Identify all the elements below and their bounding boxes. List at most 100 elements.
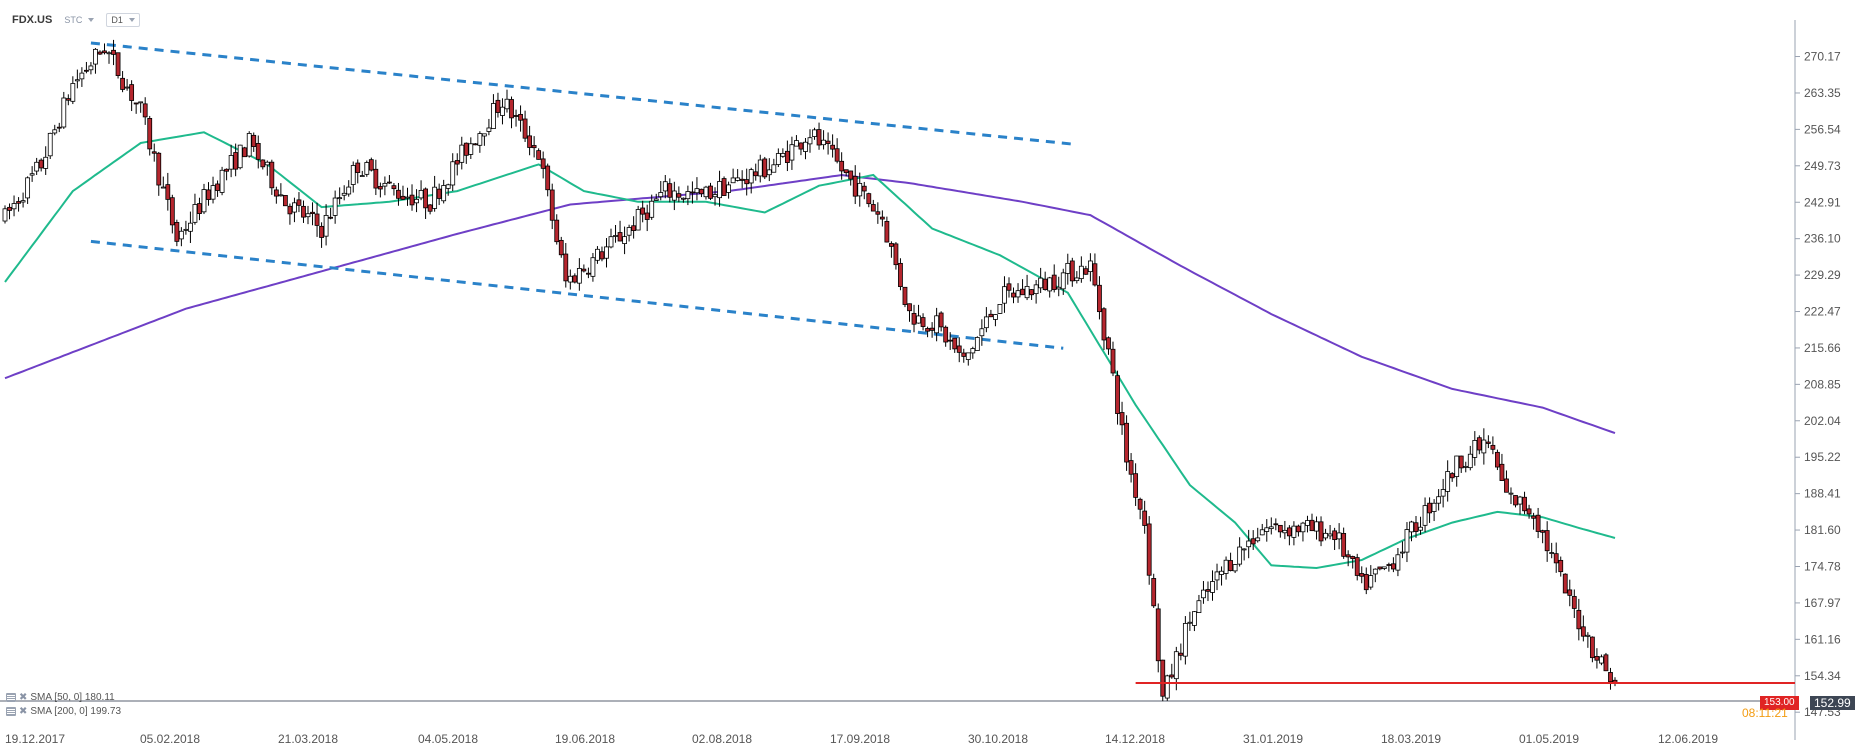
candle xyxy=(1300,521,1306,542)
x-tick-label: 04.05.2018 xyxy=(418,732,478,746)
candle-body xyxy=(771,164,777,173)
price-type-dropdown[interactable]: STC xyxy=(60,14,98,26)
candle-body xyxy=(735,177,741,181)
candle-body xyxy=(1589,636,1595,659)
candle-body xyxy=(491,103,496,130)
candle-body xyxy=(699,188,704,195)
candle xyxy=(206,182,211,206)
candle xyxy=(540,151,546,179)
candle xyxy=(292,197,297,223)
candle xyxy=(1485,435,1491,449)
candle-body xyxy=(1381,566,1387,569)
candle xyxy=(554,214,560,245)
candle xyxy=(803,137,808,160)
candle-body xyxy=(608,236,614,248)
candle xyxy=(1069,257,1075,287)
candle-body xyxy=(1219,570,1224,575)
candle xyxy=(708,182,713,201)
candle xyxy=(287,203,293,225)
candle-body xyxy=(183,228,189,231)
candle xyxy=(1363,567,1369,595)
candle xyxy=(20,192,26,208)
indicator-settings-icon[interactable] xyxy=(6,693,16,702)
candle xyxy=(956,337,962,363)
candle-body xyxy=(943,326,949,343)
candle-body xyxy=(102,50,107,54)
candle xyxy=(1011,287,1016,304)
close-icon[interactable]: ✖ xyxy=(19,692,28,703)
candle xyxy=(373,159,379,196)
candle xyxy=(595,246,600,264)
candle xyxy=(1015,283,1021,303)
candle-body xyxy=(1119,412,1125,426)
candle xyxy=(821,130,826,150)
candle xyxy=(993,314,998,327)
candle-body xyxy=(690,191,695,194)
candle-body xyxy=(1327,533,1333,537)
candle-body xyxy=(1011,292,1016,298)
candle xyxy=(1323,528,1328,541)
candle xyxy=(472,143,478,146)
channel-lower-line xyxy=(90,239,1064,350)
symbol-label[interactable]: FDX.US xyxy=(12,14,53,26)
chart-frame xyxy=(0,20,1796,740)
candle-body xyxy=(273,189,279,197)
candle-body xyxy=(1178,652,1184,656)
candle xyxy=(965,352,971,366)
candle xyxy=(766,158,772,182)
candle-body xyxy=(595,248,600,261)
candle-body xyxy=(391,185,397,190)
candle xyxy=(730,168,736,184)
candle xyxy=(947,332,953,350)
candle xyxy=(364,160,370,177)
candle xyxy=(1571,589,1577,619)
candle xyxy=(341,185,347,201)
candle-body xyxy=(278,194,284,197)
candle xyxy=(1119,401,1125,435)
x-tick-label: 31.01.2019 xyxy=(1243,732,1303,746)
indicator-settings-icon[interactable] xyxy=(6,707,16,716)
candle-body xyxy=(1051,274,1057,290)
candle xyxy=(102,43,107,55)
x-tick-label: 01.05.2019 xyxy=(1519,732,1579,746)
candle xyxy=(983,307,989,333)
candle xyxy=(296,192,302,213)
y-tick-label: 242.91 xyxy=(1804,195,1841,209)
candle-body xyxy=(1201,589,1206,599)
legend-sma50[interactable]: ✖ SMA [50, 0] 180.11 xyxy=(6,692,115,703)
candle-body xyxy=(671,190,677,201)
candle-body xyxy=(875,211,881,215)
candle xyxy=(454,153,460,176)
candle-body xyxy=(364,162,370,175)
candle-body xyxy=(1413,522,1419,532)
candle-body xyxy=(1187,621,1193,624)
candle xyxy=(1481,428,1487,465)
close-icon[interactable]: ✖ xyxy=(19,706,28,717)
candle-body xyxy=(160,186,166,189)
candle xyxy=(111,39,116,66)
candle xyxy=(1535,507,1541,539)
candle xyxy=(97,50,103,55)
legend-sma200[interactable]: ✖ SMA [200, 0] 199.73 xyxy=(6,706,121,717)
candle xyxy=(911,304,917,333)
candle xyxy=(1314,516,1319,540)
candle xyxy=(735,169,741,182)
interval-dropdown[interactable]: D1 xyxy=(106,13,140,27)
candle-body xyxy=(889,243,894,247)
candle-body xyxy=(775,153,781,165)
candle-body xyxy=(1603,654,1609,672)
price-type-label: STC xyxy=(64,15,83,25)
candle xyxy=(509,96,514,129)
candle-body xyxy=(84,69,89,72)
candle xyxy=(798,142,804,156)
candle-body xyxy=(1087,260,1093,273)
candle xyxy=(1372,568,1378,583)
candle-body xyxy=(893,243,899,266)
candle xyxy=(861,181,867,200)
candle-body xyxy=(65,98,71,101)
candle-body xyxy=(1558,559,1564,573)
candle xyxy=(1255,527,1261,543)
candle-body xyxy=(147,118,153,150)
candle-body xyxy=(947,339,953,342)
